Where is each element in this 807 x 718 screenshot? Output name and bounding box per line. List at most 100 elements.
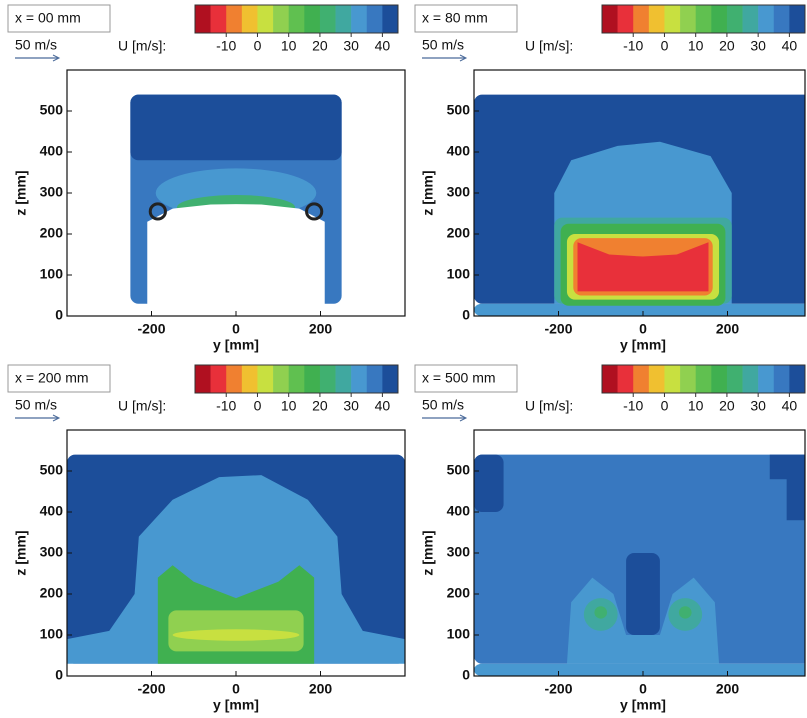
contour-region — [67, 475, 405, 664]
colorbar-tick-label: 20 — [719, 38, 735, 54]
reference-vector-label: 50 m/s — [15, 37, 57, 53]
colorbar-segment — [273, 365, 289, 393]
colorbar-tick-label: -10 — [216, 38, 236, 54]
colorbar-segment — [664, 5, 681, 33]
contour-region — [147, 204, 325, 316]
colorbar-frame — [601, 4, 806, 34]
colorbar-tick-label: 0 — [661, 398, 669, 414]
colorbar-segment — [711, 365, 728, 393]
y-tick-label: 500 — [447, 102, 471, 118]
colorbar-segment — [773, 5, 790, 33]
x-tick-label: 200 — [309, 321, 333, 337]
colorbar-segment — [789, 5, 806, 33]
reference-vector-label: 50 m/s — [422, 397, 464, 413]
colorbar-segment — [695, 5, 712, 33]
plot-area — [474, 70, 805, 316]
x-axis-title: y [mm] — [620, 697, 666, 713]
reference-vector-head — [459, 414, 468, 422]
colorbar-tick-label: 40 — [782, 398, 798, 414]
y-tick-label: 200 — [447, 225, 471, 241]
colorbar-segment — [366, 5, 383, 33]
colorbar-segment — [648, 365, 665, 393]
colorbar-tick-label: 0 — [661, 38, 669, 54]
colorbar-segment — [726, 5, 743, 33]
colorbar-tick-label: 40 — [375, 398, 391, 414]
reference-vector-head — [52, 54, 61, 62]
colorbar-segment — [789, 365, 806, 393]
colorbar-tick-label: 10 — [281, 38, 297, 54]
panel-label: x = 00 mm — [15, 10, 81, 26]
colorbar-segment — [695, 365, 712, 393]
colorbar-tick-label: 30 — [750, 398, 766, 414]
colorbar-segment — [226, 5, 243, 33]
x-tick-label: 0 — [639, 681, 647, 697]
colorbar-tick-label: -10 — [623, 38, 643, 54]
panel-label: x = 80 mm — [422, 10, 488, 26]
contour-region — [474, 663, 805, 676]
colorbar-segment — [195, 365, 211, 393]
x-axis-title: y [mm] — [620, 337, 666, 353]
y-tick-label: 0 — [55, 307, 63, 323]
reference-vector-head — [52, 414, 61, 422]
colorbar-tick-label: 10 — [688, 38, 704, 54]
y-tick-label: 300 — [447, 184, 471, 200]
plot-area — [67, 430, 405, 676]
panel-label: x = 500 mm — [422, 370, 496, 386]
colorbar-segment — [773, 365, 790, 393]
x-tick-label: 0 — [232, 681, 240, 697]
colorbar-segment — [241, 365, 258, 393]
y-tick-label: 100 — [40, 626, 64, 642]
colorbar-segment — [664, 365, 681, 393]
x-tick-label: -200 — [544, 681, 572, 697]
y-tick-label: 200 — [40, 585, 64, 601]
label-box — [7, 4, 111, 33]
colorbar-segment — [210, 365, 227, 393]
colorbar-label: U [m/s]: — [118, 398, 166, 414]
x-axis-title: y [mm] — [213, 337, 259, 353]
colorbar-segment — [617, 365, 634, 393]
y-tick-label: 400 — [447, 503, 471, 519]
y-tick-label: 500 — [447, 462, 471, 478]
colorbar-segment — [680, 365, 696, 393]
colorbar-segment — [304, 5, 321, 33]
y-axis-title: z [mm] — [13, 530, 29, 575]
panel-label: x = 200 mm — [15, 370, 89, 386]
vortex — [148, 202, 167, 221]
colorbar-segment — [319, 365, 336, 393]
colorbar-segment — [382, 5, 399, 33]
x-tick-label: -200 — [544, 321, 572, 337]
colorbar-segment — [335, 365, 352, 393]
colorbar-segment — [273, 5, 289, 33]
y-tick-label: 300 — [40, 184, 64, 200]
colorbar-label: U [m/s]: — [525, 38, 573, 54]
colorbar-segment — [226, 365, 243, 393]
vortex — [305, 202, 324, 221]
y-tick-label: 400 — [40, 503, 64, 519]
y-axis-title: z [mm] — [13, 170, 29, 215]
x-tick-label: -200 — [137, 681, 165, 697]
y-tick-label: 100 — [447, 626, 471, 642]
colorbar-frame — [194, 364, 399, 394]
colorbar-segment — [726, 365, 743, 393]
label-box — [7, 364, 111, 393]
plot-area — [67, 70, 405, 316]
x-axis-title: y [mm] — [213, 697, 259, 713]
x-tick-label: 200 — [309, 681, 333, 697]
colorbar-tick-label: 40 — [782, 38, 798, 54]
colorbar-tick-label: 40 — [375, 38, 391, 54]
colorbar-tick-label: 0 — [254, 38, 262, 54]
y-tick-label: 200 — [447, 585, 471, 601]
colorbar-segment — [319, 5, 336, 33]
y-tick-label: 400 — [40, 143, 64, 159]
colorbar-frame — [601, 364, 806, 394]
x-tick-label: 0 — [232, 321, 240, 337]
reference-vector-head — [459, 54, 468, 62]
colorbar-segment — [648, 5, 665, 33]
label-box — [414, 4, 518, 33]
contour-region — [172, 629, 300, 641]
colorbar-segment — [382, 365, 399, 393]
